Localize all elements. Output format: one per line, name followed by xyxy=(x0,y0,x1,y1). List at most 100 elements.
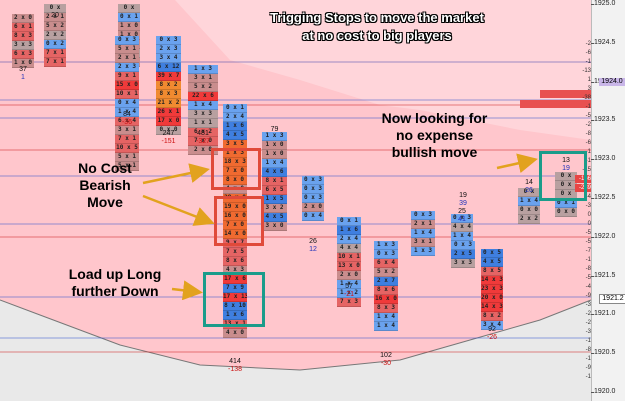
footprint-cell: 1 x 0 xyxy=(118,22,140,31)
price-tick-label: 1920.0 xyxy=(594,388,616,395)
highlight-box-bearish-top xyxy=(211,148,261,190)
column-volume: 247 xyxy=(162,130,175,137)
column-delta: -21 xyxy=(343,291,355,298)
right-delta-label: -2 xyxy=(585,320,591,326)
footprint-cell: 0 x 4 xyxy=(115,99,139,108)
footprint-cell: 2 x 2 xyxy=(44,31,66,40)
right-delta-label: -1 xyxy=(585,149,591,155)
right-delta-label: -9 xyxy=(585,365,591,371)
price-tick-label: 1925.0 xyxy=(594,0,616,7)
footprint-cell: 4 x 5 xyxy=(262,213,287,222)
footprint-cell: 0 x 3 xyxy=(451,214,473,223)
footprint-cell: 2 x 5 xyxy=(451,250,475,259)
footprint-cell: 3 x 1 xyxy=(115,126,139,135)
price-tick-mark xyxy=(591,392,594,393)
column-delta: 12 xyxy=(309,246,317,253)
column-volume: 92 xyxy=(488,326,496,333)
right-delta-label: -7 xyxy=(585,248,591,254)
footprint-cell: 2 x 3 xyxy=(156,45,181,54)
right-delta-label: -3 xyxy=(585,329,591,335)
highlight-box-bearish-bottom xyxy=(214,196,264,246)
price-tick-label: 1923.5 xyxy=(594,116,616,124)
right-delta-label: -4 xyxy=(585,284,591,290)
footprint-cell: 2 x 1 xyxy=(44,13,66,22)
column-volume: 25 xyxy=(458,208,466,215)
footprint-cell: 6 x 4 xyxy=(374,259,398,268)
footprint-cell: 8 x 2 xyxy=(156,81,181,90)
right-delta-label: -8 xyxy=(585,347,591,353)
annotation-long-line-2: further Down xyxy=(71,283,159,299)
footprint-cell: 16 x 0 xyxy=(223,212,247,221)
footprint-cell: 6 x 2 xyxy=(188,128,218,137)
column-delta: -36 xyxy=(121,119,133,126)
annotation-bullish-line-1: Now looking for xyxy=(381,110,488,126)
footprint-cell: 15 x 0 xyxy=(115,81,139,90)
footprint-cell: 1 x 4 xyxy=(451,232,473,241)
footprint-cell: 7 x 1 xyxy=(44,58,66,67)
footprint-cell: 1 x 4 xyxy=(262,159,287,168)
footprint-cell: 14 x 3 xyxy=(481,303,503,312)
price-axis[interactable] xyxy=(591,0,625,401)
footprint-cell: 2 x 0 xyxy=(12,14,34,23)
footprint-cell: 1 x 3 xyxy=(374,241,398,250)
footprint-cell: 0 x 1 xyxy=(555,199,577,208)
footprint-cell: 18 x 3 xyxy=(223,158,247,167)
footprint-cell: 0 x 3 xyxy=(115,36,139,45)
price-tick-mark xyxy=(591,314,594,316)
footprint-cell: 1 x 3 xyxy=(411,247,435,256)
price-tick-mark xyxy=(591,4,594,5)
footprint-cell: 0 x 1 xyxy=(337,217,361,226)
lower-gray-region xyxy=(0,300,591,401)
footprint-cell: 0 x 3 xyxy=(302,194,324,203)
footprint-cell: 2 x 1 xyxy=(411,220,435,229)
footprint-cell: 8 x 2 xyxy=(481,312,503,321)
footprint-cell: 3 x 3 xyxy=(451,259,475,268)
price-tick-label: 1920.5 xyxy=(594,349,616,357)
footprint-cell: 6 x 4 xyxy=(115,117,139,126)
price-tick-mark xyxy=(591,353,594,355)
footprint-cell: 1 x 3 xyxy=(223,149,247,158)
right-delta-label: 3 xyxy=(587,86,591,92)
right-delta-label: -9 xyxy=(585,293,591,299)
right-delta-label: -1 xyxy=(585,374,591,380)
footprint-cell: 3 x 0 xyxy=(262,222,287,231)
footprint-cell: 2 x 4 xyxy=(337,235,361,244)
footprint-cell: 3 x 4 xyxy=(481,321,503,330)
price-tick-mark xyxy=(591,236,594,238)
footprint-cell: 6 x 12 xyxy=(156,63,181,72)
footprint-cell: 17 x 6 xyxy=(223,275,247,284)
price-tick-mark xyxy=(591,275,594,277)
footprint-cell: 1 x 4 xyxy=(188,101,218,110)
price-tick-mark xyxy=(591,159,594,161)
footprint-cell: 8 x 3 xyxy=(12,32,34,41)
footprint-cell: 8 x 6 xyxy=(374,286,398,295)
price-tick-label: 1922.5 xyxy=(594,194,616,201)
footprint-cell: 2 x 4 xyxy=(223,113,247,122)
column-delta: 26 xyxy=(525,187,533,194)
footprint-cell: 8 x 3 xyxy=(156,90,181,99)
footprint-cell: 2 x 7 xyxy=(374,277,398,286)
footprint-cell: 7 x 1 xyxy=(44,49,66,58)
footprint-cell: 4 x 4 xyxy=(337,244,361,253)
footprint-cell: 0 x xyxy=(118,4,140,13)
right-delta-label: -3 xyxy=(585,302,591,308)
footprint-cell: 3 x 2 xyxy=(262,204,287,213)
footprint-cell: 6 x 1 xyxy=(12,23,34,32)
footprint-cell: 0 x 2 xyxy=(44,40,66,49)
price-tick-mark xyxy=(591,198,594,199)
footprint-cell: 2 x 0 xyxy=(302,203,324,212)
annotation-bullish: Now looking for no expense bullish move xyxy=(372,110,497,161)
footprint-cell: 0 x 0 xyxy=(555,208,577,217)
footprint-cell: 3 x 3 xyxy=(12,41,34,50)
right-delta-label: -2 xyxy=(585,41,591,47)
footprint-cell: 0 x 5 xyxy=(481,249,503,258)
price-tick-mark xyxy=(591,120,594,122)
footprint-cell: 19 x 0 xyxy=(223,203,247,212)
column-volume: 19 xyxy=(459,192,467,199)
column-delta: 39 xyxy=(459,200,467,207)
footprint-cell: 1 x 5 xyxy=(262,195,287,204)
right-delta-label: -2 xyxy=(585,311,591,317)
price-tick-label: 1922.0 xyxy=(594,232,616,240)
annotation-bullish-line-2: no expense xyxy=(395,127,474,143)
